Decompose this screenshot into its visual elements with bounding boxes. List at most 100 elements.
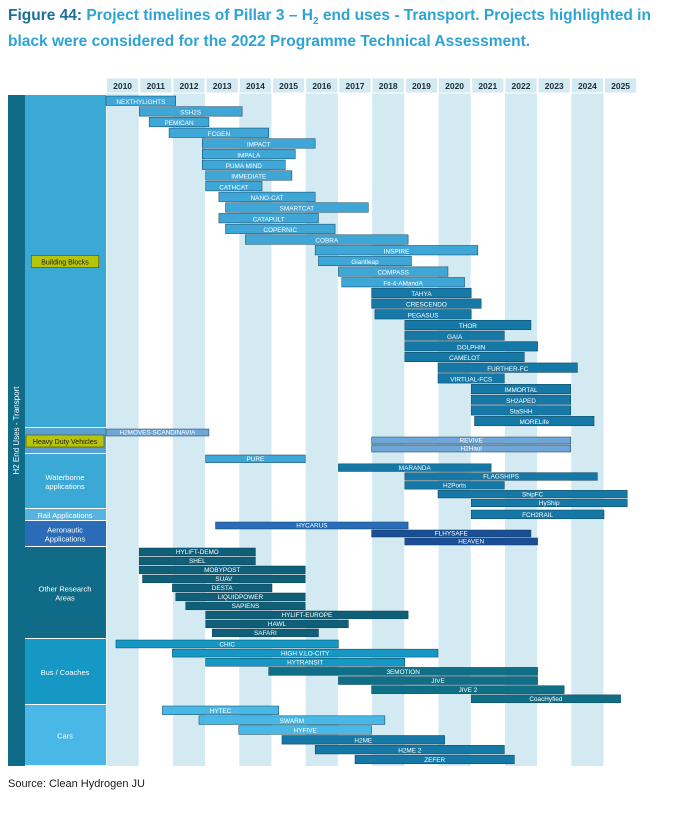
year-tick-box [338, 77, 372, 94]
year-tick-box [205, 77, 239, 94]
project-label: HYCARUS [296, 522, 327, 529]
project-bar [371, 685, 565, 694]
project-label: CoacHyfied [529, 696, 562, 703]
project-label: SSH2S [180, 110, 201, 117]
category-label-line: Cars [57, 732, 73, 741]
year-tick-label: 2011 [147, 81, 166, 91]
project-label: SWARM [280, 718, 304, 725]
project-label: H2ME 2 [398, 747, 422, 754]
year-tick-label: 2015 [279, 81, 298, 91]
project-label: FCGEN [208, 131, 231, 138]
project-label: CAMELOT [449, 355, 480, 362]
project-label: CRESCENDO [406, 302, 447, 309]
project-label: FCH2RAIL [522, 512, 553, 519]
project-label: StaSHH [509, 409, 532, 416]
project-bar [138, 106, 243, 117]
project-bar [371, 444, 572, 453]
year-tick-label: 2019 [412, 81, 431, 91]
project-label: IMPALA [237, 152, 261, 159]
project-label: H2MOVES SCANDINAVIA [120, 429, 197, 436]
category-label-line: Rail Applications [37, 511, 92, 520]
year-tick-label: 2024 [578, 81, 597, 91]
project-bar [138, 547, 256, 557]
category-label: Rail Applications [37, 511, 92, 520]
project-label: SMARTCAT [280, 206, 315, 213]
year-tick-box [371, 77, 405, 94]
project-bar [211, 628, 319, 638]
project-label: H2ME [354, 738, 372, 745]
year-column [438, 78, 471, 766]
figure-title: Figure 44: Project timelines of Pillar 3… [8, 6, 668, 52]
project-bar [205, 610, 409, 620]
project-label: HYFIVE [294, 728, 317, 735]
project-label: VIRTUAL-FCS [450, 376, 492, 383]
project-bar [341, 277, 465, 288]
year-tick-label: 2014 [246, 81, 265, 91]
project-bar [371, 529, 532, 538]
project-bar [404, 481, 505, 490]
category-panel [25, 705, 106, 765]
project-label: HIGH V.LO-CITY [281, 650, 330, 657]
project-bar [205, 658, 406, 667]
year-tick-box [570, 77, 604, 94]
project-bar [202, 159, 286, 170]
axis-strip [8, 95, 25, 766]
project-label: COMPASS [377, 270, 408, 277]
project-label: CHIC [219, 641, 235, 648]
figure-title-subscript: 2 [312, 16, 319, 28]
project-label: Giantleap [351, 259, 379, 266]
project-label: PEGASUS [408, 312, 439, 319]
project-bar [172, 648, 439, 658]
project-label: JIVE [431, 678, 445, 685]
year-tick-box [537, 77, 571, 94]
project-bar [470, 384, 572, 395]
project-label: PEMICAN [164, 120, 194, 127]
project-bar [470, 405, 572, 416]
project-bar [225, 223, 336, 234]
year-tick-box [604, 77, 638, 94]
project-bar [338, 266, 449, 277]
project-bar [470, 394, 572, 405]
project-bar [138, 556, 256, 566]
category-label: Cars [57, 732, 73, 741]
project-bar [185, 601, 306, 611]
project-label: THOR [459, 323, 477, 330]
project-bar [474, 416, 595, 427]
project-bar [404, 319, 532, 330]
project-bar [168, 127, 269, 138]
project-label: FLAGSHIPS [483, 474, 519, 481]
project-label: SAFARI [254, 630, 277, 637]
project-bar [314, 745, 505, 755]
category-label: Other Research Areas [39, 585, 92, 603]
project-label: JIVE 2 [458, 687, 477, 694]
project-bar [318, 255, 412, 266]
project-label: TAHYA [411, 291, 432, 298]
year-tick-box [172, 77, 206, 94]
category-label-line: Bus / Coaches [41, 668, 90, 677]
project-bar [404, 341, 538, 352]
year-tick-box [272, 77, 306, 94]
category-label-line: Waterborne [46, 473, 85, 482]
year-column [139, 78, 172, 766]
project-label: MORELife [520, 419, 550, 426]
project-label: H2Ports [443, 483, 466, 490]
project-label: IMPACT [247, 142, 271, 149]
project-bar [238, 725, 372, 735]
project-bar [205, 181, 263, 192]
year-column [106, 78, 139, 766]
project-label: CATHCAT [219, 184, 248, 191]
project-bar [225, 202, 369, 213]
project-bar [281, 735, 445, 745]
category-label-line: Aeronautic [47, 526, 83, 535]
year-tick-box [139, 77, 173, 94]
project-label: ZEFER [424, 757, 445, 764]
project-label: HyShip [539, 500, 560, 507]
project-label: COPERNIC [263, 227, 297, 234]
project-label: FLHYSAFE [435, 530, 468, 537]
year-tick-label: 2021 [478, 81, 497, 91]
project-bar [371, 436, 572, 445]
year-tick-label: 2023 [545, 81, 564, 91]
project-label: SHEL [189, 558, 206, 565]
year-tick-box [238, 77, 273, 94]
year-tick-box [106, 77, 140, 94]
